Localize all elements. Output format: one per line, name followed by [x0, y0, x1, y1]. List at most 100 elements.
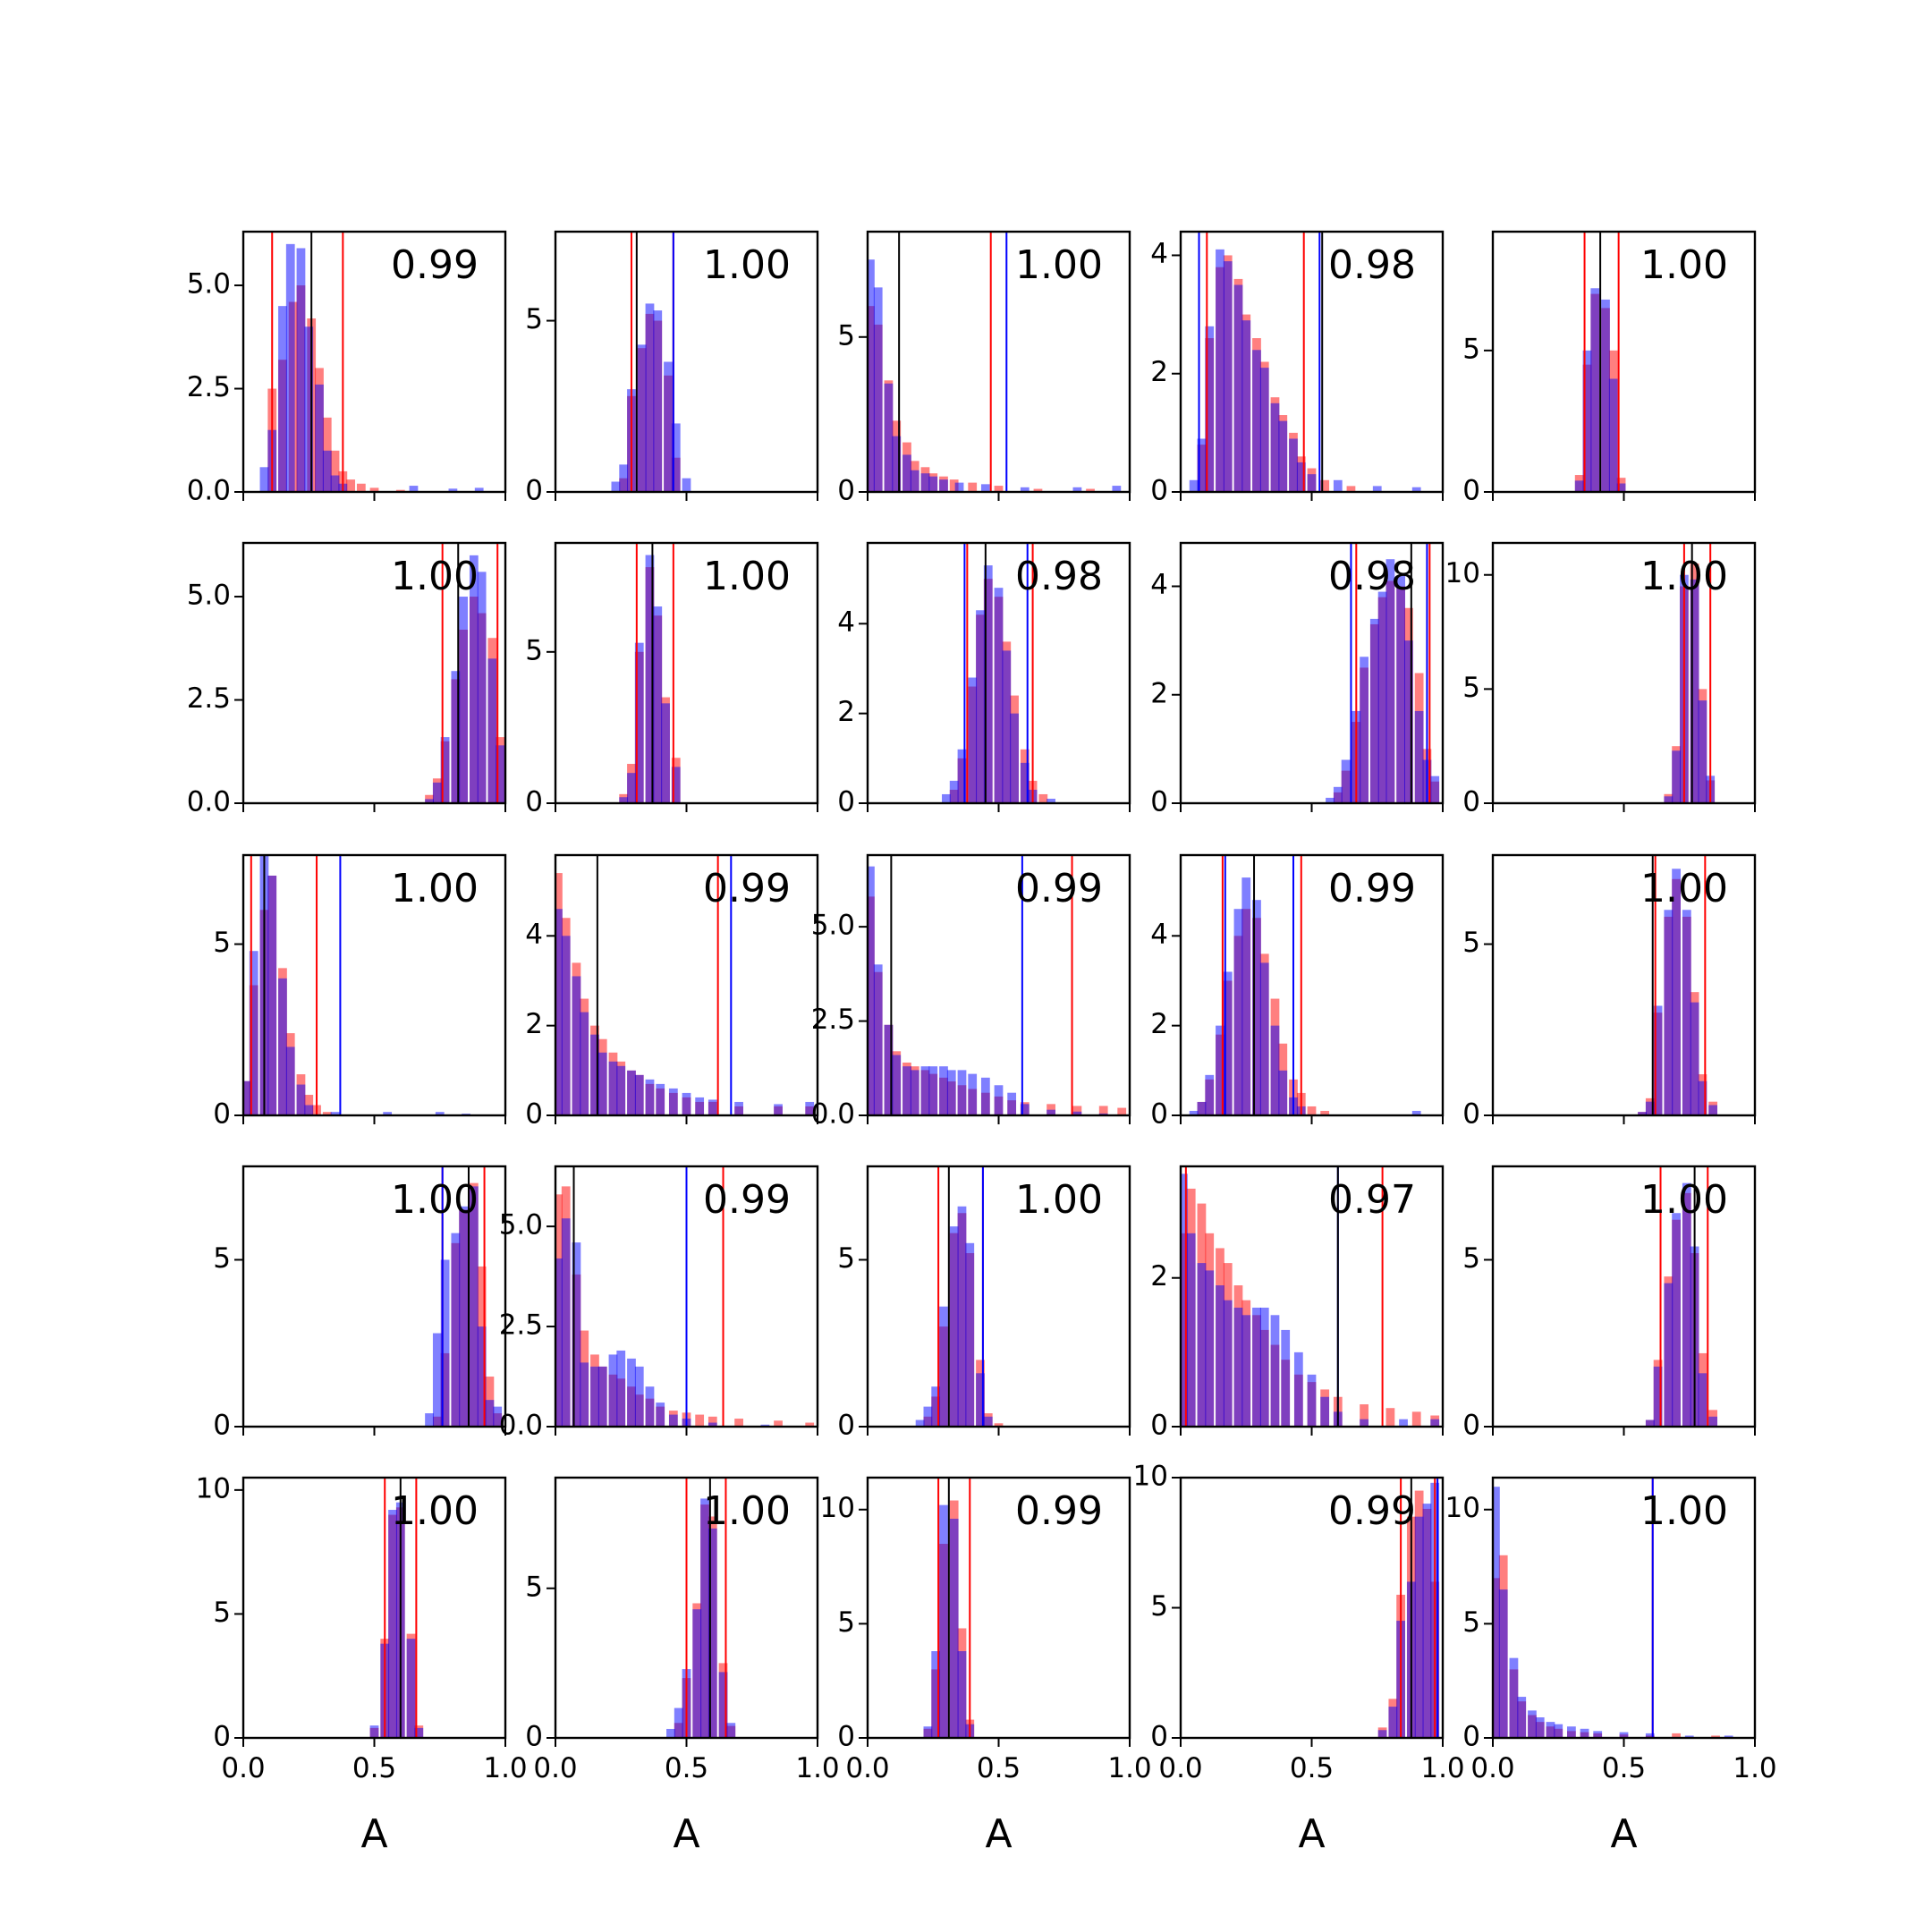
bar-blue	[939, 1504, 948, 1738]
bar-blue	[994, 1085, 1004, 1115]
bar-blue	[965, 1242, 975, 1427]
x-axis-label: A	[360, 1811, 387, 1857]
bar-blue	[1270, 1315, 1280, 1427]
y-tick-label: 4	[1150, 238, 1168, 270]
bar-blue	[637, 344, 647, 492]
y-tick-label: 2	[1150, 1260, 1168, 1292]
y-tick-label: 0.0	[187, 475, 231, 507]
bar-blue	[496, 745, 505, 803]
bar-blue	[1020, 762, 1030, 803]
bar-red	[1360, 1404, 1368, 1427]
bar-blue	[388, 1510, 397, 1738]
bar-blue	[1590, 288, 1600, 492]
bar-blue	[1411, 1110, 1421, 1115]
bar-blue	[432, 1333, 442, 1427]
y-tick-label: 0	[837, 786, 855, 818]
bar-blue	[949, 780, 959, 803]
bar-blue	[1690, 579, 1699, 803]
correlation-annotation: 0.97	[1328, 1177, 1416, 1223]
bar-blue	[267, 875, 277, 1115]
bar-blue	[487, 658, 497, 803]
bar-blue	[868, 866, 875, 1115]
correlation-annotation: 0.99	[1015, 866, 1103, 911]
y-tick-label: 5	[1462, 333, 1480, 365]
bar-blue	[555, 1258, 563, 1427]
bar-blue	[285, 243, 295, 492]
y-tick-label: 0	[1150, 786, 1168, 818]
bar-blue	[477, 572, 487, 803]
bar-blue	[653, 606, 663, 803]
bar-blue	[656, 1083, 665, 1115]
bar-blue	[928, 1066, 938, 1115]
y-tick-label: 2	[1150, 356, 1168, 388]
bar-blue	[1698, 1080, 1707, 1115]
bar-blue	[946, 1070, 956, 1115]
histogram-panel: 0 5 10 0.0 0.5 1.0 1.00	[1445, 1476, 1777, 1784]
bar-blue	[976, 1373, 985, 1427]
y-tick-label: 0	[1462, 1410, 1480, 1442]
bar-blue	[627, 1070, 636, 1115]
y-tick-label: 0	[1462, 475, 1480, 507]
bar-blue	[1072, 487, 1082, 492]
y-tick-label: 0	[213, 1098, 231, 1131]
bar-blue	[597, 1366, 607, 1427]
bar-blue	[928, 476, 938, 492]
bar-blue	[1020, 487, 1030, 492]
bar-blue	[923, 1726, 933, 1738]
bar-blue	[1708, 1105, 1718, 1115]
bar-blue	[459, 597, 469, 803]
bar-blue	[304, 1105, 314, 1115]
bar-blue	[957, 1206, 967, 1427]
bar-blue	[1002, 650, 1012, 803]
bar-blue	[939, 1306, 948, 1427]
y-tick-label: 5.0	[499, 1209, 543, 1241]
bar-red	[805, 1422, 815, 1427]
bar-blue	[1320, 1396, 1330, 1427]
bar-blue	[920, 1066, 930, 1115]
bar-blue	[1698, 700, 1707, 803]
y-tick-label: 2	[525, 1008, 543, 1040]
bar-blue	[1333, 786, 1343, 803]
histogram-panel: 020.97	[1150, 1165, 1445, 1442]
y-tick-label: 5	[837, 1242, 855, 1275]
bar-blue	[949, 1226, 959, 1427]
bar-blue	[892, 436, 902, 492]
correlation-annotation: 0.99	[703, 866, 791, 911]
bar-blue	[555, 909, 563, 1115]
bar-blue	[931, 1651, 941, 1738]
y-tick-label: 0	[1462, 1098, 1480, 1131]
bar-blue	[616, 1065, 626, 1115]
bar-blue	[892, 1055, 902, 1115]
bar-blue	[968, 1073, 978, 1115]
bar-blue	[1252, 900, 1261, 1115]
bar-blue	[692, 1609, 702, 1738]
bar-blue	[1708, 1416, 1718, 1427]
bar-blue	[1360, 657, 1368, 803]
bar-blue	[1372, 486, 1382, 492]
bar-blue	[1216, 1285, 1224, 1427]
bar-blue	[469, 1186, 479, 1427]
bar-blue	[1259, 1307, 1269, 1427]
bar-blue	[580, 1012, 589, 1115]
histogram-panel: 051.00	[1462, 230, 1757, 507]
bar-red	[949, 479, 959, 492]
bar-blue	[1580, 1728, 1589, 1738]
bar-blue	[474, 487, 484, 492]
x-tick-label: 0.5	[977, 1752, 1021, 1784]
y-tick-label: 0	[837, 1721, 855, 1753]
bar-blue	[700, 1498, 709, 1738]
bar-blue	[957, 1651, 967, 1738]
correlation-annotation: 1.00	[391, 1488, 479, 1534]
bar-blue	[330, 475, 340, 492]
y-tick-label: 0	[837, 1410, 855, 1442]
bar-blue	[1388, 1707, 1398, 1738]
y-tick-label: 2.5	[499, 1309, 543, 1342]
bar-blue	[1517, 1697, 1527, 1738]
y-tick-label: 0	[1150, 1098, 1168, 1131]
bar-blue	[1653, 1005, 1663, 1115]
y-tick-label: 2.5	[187, 682, 231, 715]
bar-blue	[983, 565, 993, 803]
bar-blue	[726, 1723, 736, 1738]
x-tick-label: 0.5	[352, 1752, 396, 1784]
